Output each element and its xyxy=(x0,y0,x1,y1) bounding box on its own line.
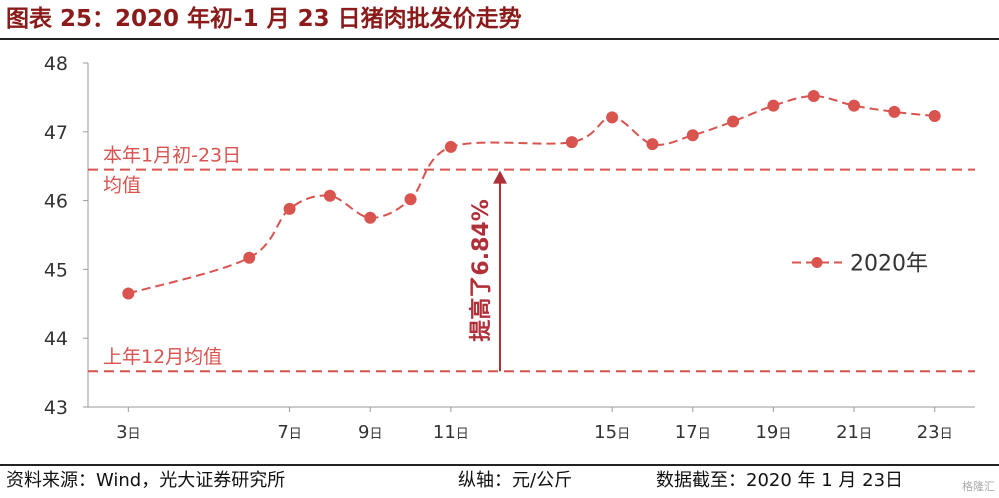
data-point xyxy=(686,129,699,142)
data-point xyxy=(444,140,457,153)
x-tick-label: 9日 xyxy=(358,422,382,443)
x-tick-label: 15日 xyxy=(594,422,630,443)
date-note: 数据截至：2020 年 1 月 23日 xyxy=(656,470,904,491)
pork-price-chart: 43 44 45 46 47 48 3日 7日 9日 11日 15日 17日 19日 21日 23日 本年1月… xyxy=(44,53,975,443)
x-tick-label: 17日 xyxy=(675,422,711,443)
data-point xyxy=(606,111,619,124)
x-tick-label: 21日 xyxy=(836,422,872,443)
data-point xyxy=(646,138,659,151)
y-tick-label: 43 xyxy=(44,397,68,419)
legend-marker xyxy=(811,257,823,269)
y-tick-label: 46 xyxy=(44,191,68,213)
annotation-text: 提高了6.84% xyxy=(468,199,494,341)
data-point xyxy=(727,115,740,128)
data-point xyxy=(565,136,578,149)
y-tick-label: 44 xyxy=(44,328,68,350)
data-point xyxy=(807,90,820,103)
data-point xyxy=(243,251,256,264)
reference-label: 本年1月初-23日 xyxy=(103,145,241,167)
data-point xyxy=(364,211,377,224)
data-point xyxy=(767,99,780,112)
x-tick-label: 19日 xyxy=(755,422,791,443)
reference-label: 均值 xyxy=(103,175,141,197)
source-note: 资料来源：Wind，光大证券研究所 xyxy=(6,470,286,491)
data-point xyxy=(323,189,336,202)
unit-note: 纵轴：元/公斤 xyxy=(458,470,573,491)
x-tick-label: 11日 xyxy=(433,422,469,443)
y-tick-label: 48 xyxy=(44,53,68,75)
data-point xyxy=(928,109,941,122)
x-tick-label: 3日 xyxy=(116,422,140,443)
data-point xyxy=(848,99,861,112)
reference-label: 上年12月均值 xyxy=(103,346,222,368)
y-tick-label: 47 xyxy=(44,122,68,144)
figure-title: 图表 25：2020 年初-1 月 23 日猪肉批发价走势 xyxy=(6,6,522,32)
data-point xyxy=(888,105,901,118)
data-point xyxy=(283,202,296,215)
legend-label: 2020年 xyxy=(850,252,928,277)
footer-rule xyxy=(0,464,999,466)
footer: 资料来源：Wind，光大证券研究所 纵轴：元/公斤 数据截至：2020 年 1 … xyxy=(6,466,996,496)
watermark: 格隆汇 xyxy=(962,480,995,493)
data-point xyxy=(404,193,417,206)
x-tick-label: 23日 xyxy=(917,422,953,443)
y-tick-label: 45 xyxy=(44,259,68,281)
data-point xyxy=(122,287,135,300)
x-tick-label: 7日 xyxy=(277,422,301,443)
annotation-arrow-head xyxy=(493,170,507,184)
title-rule xyxy=(0,38,999,40)
